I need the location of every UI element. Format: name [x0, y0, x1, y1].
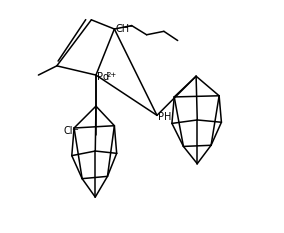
- Text: CH: CH: [116, 24, 130, 34]
- Text: −: −: [125, 22, 132, 31]
- Text: Pd: Pd: [97, 72, 109, 82]
- Text: 2+: 2+: [107, 72, 117, 78]
- Text: Cl: Cl: [64, 127, 73, 137]
- Text: −: −: [71, 125, 78, 134]
- Text: PH: PH: [158, 112, 171, 122]
